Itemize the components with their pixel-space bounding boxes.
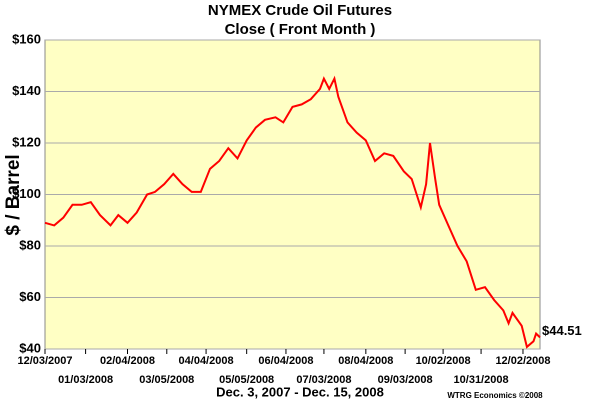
credit: WTRG Economics ©2008: [447, 391, 543, 400]
x-tick-label: 10/02/2008: [416, 355, 471, 367]
x-tick-label: 03/05/2008: [139, 374, 194, 386]
x-tick-label: 12/03/2007: [17, 355, 72, 367]
chart-subtitle: Close ( Front Month ): [225, 21, 376, 38]
value-label: $44.51: [542, 323, 582, 338]
x-tick-label: 01/03/2008: [58, 374, 113, 386]
y-tick-label: $40: [19, 340, 41, 355]
price-line: [44, 75, 541, 349]
y-tick-label: $60: [19, 289, 41, 304]
x-tick-label: 08/04/2008: [338, 355, 393, 367]
x-tick-label: 06/04/2008: [258, 355, 313, 367]
x-tick-label: 02/04/2008: [100, 355, 155, 367]
y-tick-label: $100: [12, 186, 41, 201]
x-tick-label: 10/31/2008: [454, 374, 509, 386]
y-tick-label: $120: [12, 134, 41, 149]
x-axis-label: Dec. 3, 2007 - Dec. 15, 2008: [216, 384, 384, 399]
y-tick-label: $140: [12, 83, 41, 98]
y-tick-label: $80: [19, 237, 41, 252]
x-tick-label: 07/03/2008: [296, 374, 351, 386]
x-tick-label: 04/04/2008: [179, 355, 234, 367]
y-axis-label: $ / Barrel: [3, 154, 24, 235]
x-tick-label: 09/03/2008: [378, 374, 433, 386]
chart-title: NYMEX Crude Oil Futures: [208, 2, 392, 19]
x-tick-label: 12/02/2008: [495, 355, 550, 367]
x-tick-label: 05/05/2008: [219, 374, 274, 386]
y-tick-label: $160: [12, 31, 41, 46]
